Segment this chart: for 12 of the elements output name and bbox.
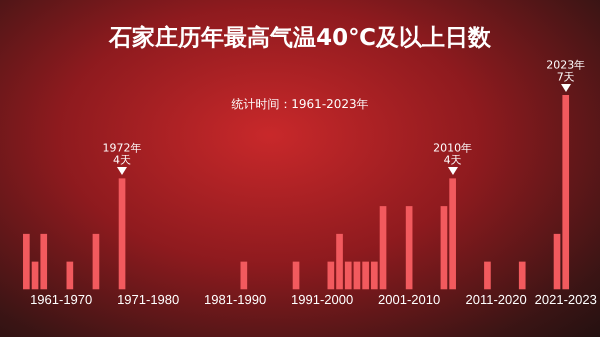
chart-title: 石家庄历年最高气温40℃及以上日数 bbox=[108, 24, 492, 53]
data-label: 2023年 7天 bbox=[546, 58, 586, 84]
x-tick-label: 2001-2010 bbox=[378, 292, 440, 307]
data-label: 2010年 4天 bbox=[433, 142, 472, 167]
data-label: 1972年 4天 bbox=[102, 142, 142, 167]
x-tick-label: 2021-2023 bbox=[534, 292, 597, 307]
x-tick-label: 1961-1970 bbox=[30, 292, 92, 307]
x-tick-label: 1971-1980 bbox=[117, 292, 180, 307]
x-tick-label: 1981-1990 bbox=[204, 292, 266, 307]
x-tick-label: 2011-2020 bbox=[466, 292, 527, 307]
x-tick-label: 1991-2000 bbox=[291, 292, 354, 307]
chart-subtitle: 统计时间：1961-2023年 bbox=[230, 96, 370, 113]
